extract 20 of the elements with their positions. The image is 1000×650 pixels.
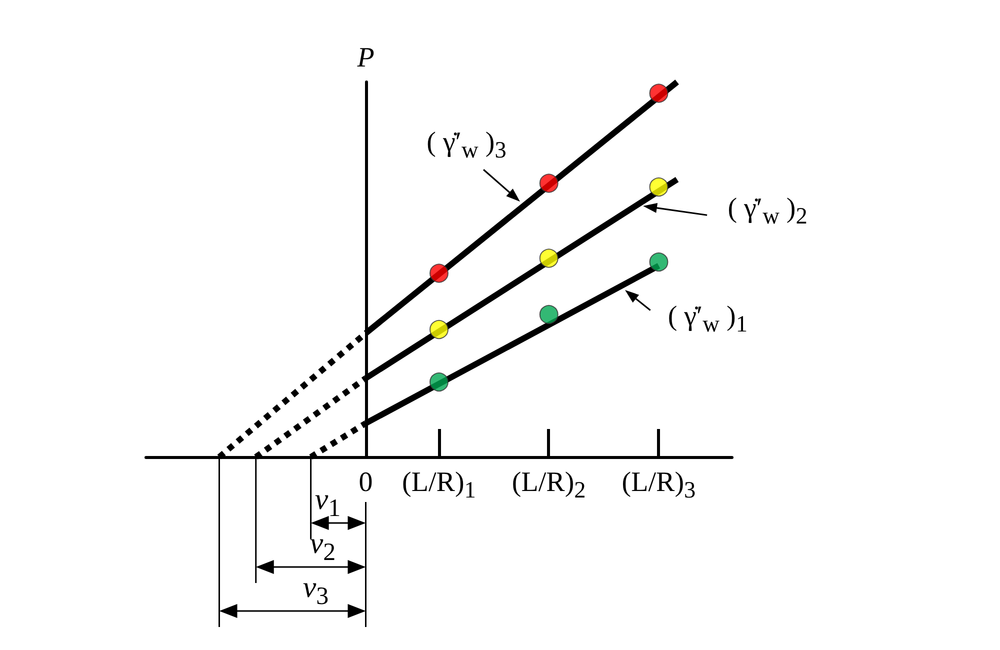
point — [539, 174, 558, 193]
text: v$_{2}$ — [310, 527, 336, 566]
x-tick-label: (L/R)$_{1}$ — [402, 467, 476, 504]
x-tick-label: (L/R)$_{2}$ — [512, 467, 586, 504]
point — [649, 178, 668, 196]
x-tick-label: 0 — [358, 467, 373, 498]
point — [649, 252, 668, 272]
annotation: ( γ̇′$_{w}$ )$_{2}$ — [728, 193, 808, 230]
y-axis-title: P — [356, 42, 374, 74]
x-tick-label: (L/R)$_{3}$ — [622, 467, 696, 504]
text: v$_{3}$ — [302, 571, 329, 610]
annotation: ( γ̇′$_{w}$ )$_{1}$ — [668, 301, 748, 338]
point — [430, 264, 448, 283]
point — [430, 320, 448, 339]
annotation: ( γ̇′$_{w}$ )$_{3}$ — [426, 127, 506, 164]
point — [539, 305, 558, 324]
text: v$_{1}$ — [314, 483, 341, 522]
point — [649, 84, 668, 103]
point — [430, 372, 448, 392]
point — [539, 248, 558, 268]
